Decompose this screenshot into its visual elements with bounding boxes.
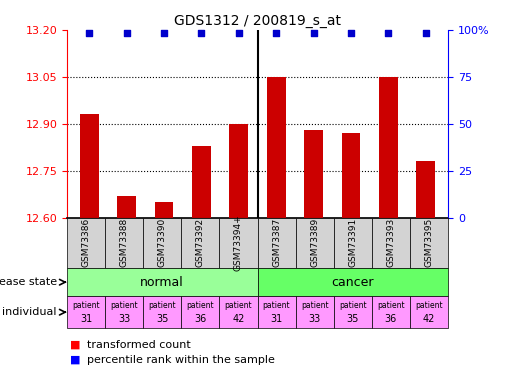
Text: 42: 42 bbox=[232, 314, 245, 324]
Text: patient: patient bbox=[339, 302, 367, 310]
Text: GSM73395: GSM73395 bbox=[424, 218, 434, 267]
Text: 42: 42 bbox=[423, 314, 435, 324]
Bar bbox=[416, 161, 435, 218]
Bar bbox=[230, 124, 248, 218]
Point bbox=[235, 30, 243, 36]
Point bbox=[384, 30, 392, 36]
Bar bbox=[341, 133, 360, 218]
Text: 33: 33 bbox=[118, 314, 130, 324]
Bar bbox=[379, 77, 398, 218]
Text: patient: patient bbox=[263, 302, 290, 310]
Bar bbox=[267, 77, 285, 218]
Title: GDS1312 / 200819_s_at: GDS1312 / 200819_s_at bbox=[174, 13, 341, 28]
Text: GSM73394+: GSM73394+ bbox=[234, 214, 243, 271]
Text: GSM73393: GSM73393 bbox=[386, 218, 396, 267]
Text: patient: patient bbox=[415, 302, 443, 310]
Bar bbox=[117, 196, 136, 217]
Point bbox=[347, 30, 355, 36]
Point bbox=[197, 30, 205, 36]
Text: GSM73391: GSM73391 bbox=[348, 218, 357, 267]
Text: patient: patient bbox=[301, 302, 329, 310]
Text: ■: ■ bbox=[70, 340, 80, 350]
Text: GSM73388: GSM73388 bbox=[119, 218, 129, 267]
Bar bbox=[192, 146, 211, 218]
Text: 31: 31 bbox=[80, 314, 92, 324]
Text: 35: 35 bbox=[347, 314, 359, 324]
Text: patient: patient bbox=[72, 302, 100, 310]
Bar bbox=[304, 130, 323, 218]
Text: 33: 33 bbox=[308, 314, 321, 324]
Text: patient: patient bbox=[186, 302, 214, 310]
Text: individual: individual bbox=[2, 307, 57, 317]
Text: percentile rank within the sample: percentile rank within the sample bbox=[87, 355, 274, 365]
Text: patient: patient bbox=[148, 302, 176, 310]
Text: 36: 36 bbox=[194, 314, 207, 324]
Text: GSM73387: GSM73387 bbox=[272, 218, 281, 267]
Text: 35: 35 bbox=[156, 314, 168, 324]
Text: GSM73389: GSM73389 bbox=[310, 218, 319, 267]
Text: patient: patient bbox=[225, 302, 252, 310]
Text: GSM73390: GSM73390 bbox=[158, 218, 167, 267]
Point bbox=[160, 30, 168, 36]
Text: patient: patient bbox=[110, 302, 138, 310]
Text: GSM73386: GSM73386 bbox=[81, 218, 91, 267]
Text: GSM73392: GSM73392 bbox=[196, 218, 205, 267]
Point bbox=[123, 30, 131, 36]
Bar bbox=[80, 114, 99, 218]
Point bbox=[272, 30, 280, 36]
Point bbox=[421, 30, 430, 36]
Point bbox=[310, 30, 318, 36]
Point bbox=[85, 30, 94, 36]
Text: ■: ■ bbox=[70, 355, 80, 365]
Text: disease state: disease state bbox=[0, 277, 57, 287]
Text: normal: normal bbox=[141, 276, 184, 289]
Text: cancer: cancer bbox=[332, 276, 374, 289]
Text: patient: patient bbox=[377, 302, 405, 310]
Text: 36: 36 bbox=[385, 314, 397, 324]
Bar bbox=[154, 202, 174, 217]
Text: 31: 31 bbox=[270, 314, 283, 324]
Text: transformed count: transformed count bbox=[87, 340, 190, 350]
